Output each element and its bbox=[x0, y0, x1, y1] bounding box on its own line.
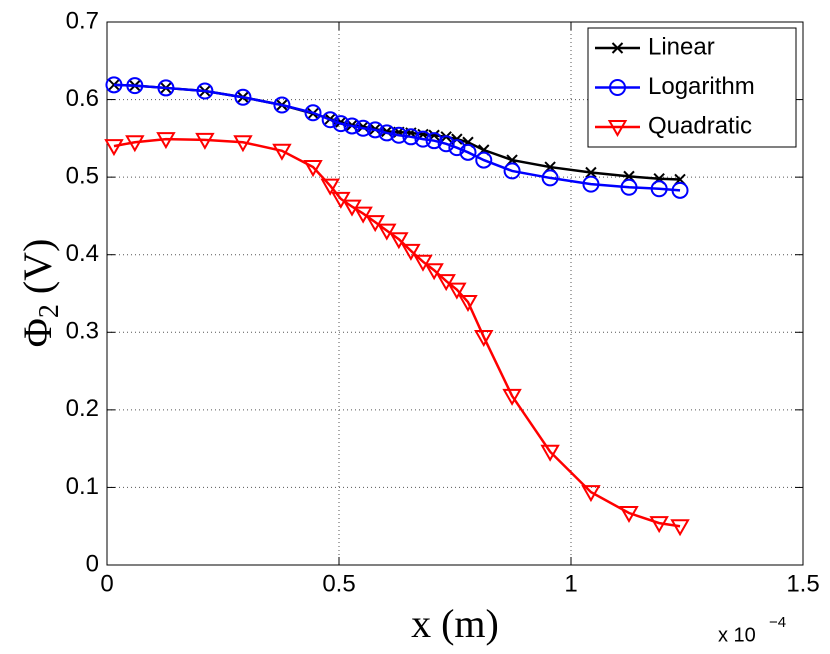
x-tick-label: 0.5 bbox=[322, 570, 355, 597]
marker bbox=[272, 143, 292, 161]
marker bbox=[390, 126, 408, 144]
marker bbox=[620, 178, 638, 196]
marker bbox=[320, 178, 340, 196]
marker bbox=[649, 516, 669, 534]
marker bbox=[459, 143, 477, 161]
marker bbox=[437, 135, 455, 153]
legend-marker bbox=[607, 120, 628, 138]
marker bbox=[303, 160, 323, 178]
y-tick-label: 0.1 bbox=[66, 473, 99, 500]
marker bbox=[353, 206, 373, 224]
y-tick-label: 0 bbox=[86, 550, 99, 577]
legend-marker bbox=[611, 42, 624, 54]
series-line bbox=[113, 83, 681, 192]
marker bbox=[233, 135, 253, 153]
y-label-unit: (V) bbox=[15, 239, 60, 295]
marker bbox=[502, 388, 522, 406]
marker bbox=[650, 180, 668, 198]
legend-label: Quadratic bbox=[648, 112, 752, 139]
y-tick-label: 0.7 bbox=[66, 7, 99, 34]
marker bbox=[126, 77, 144, 95]
x-tick-label: 0 bbox=[100, 570, 113, 597]
y-tick-label: 0.6 bbox=[66, 85, 99, 112]
y-axis-label: Φ2 (V) bbox=[15, 239, 65, 348]
marker bbox=[389, 232, 409, 250]
marker bbox=[619, 506, 639, 524]
marker bbox=[670, 519, 690, 537]
marker bbox=[365, 215, 385, 233]
legend-label: Logarithm bbox=[648, 73, 755, 100]
marker bbox=[378, 124, 396, 142]
marker bbox=[401, 243, 421, 261]
marker bbox=[424, 263, 444, 281]
marker bbox=[366, 121, 384, 139]
y-tick-label: 0.2 bbox=[66, 395, 99, 422]
legend-label: Linear bbox=[648, 33, 715, 60]
marker bbox=[458, 295, 478, 313]
marker bbox=[354, 119, 372, 137]
marker bbox=[196, 82, 214, 100]
marker bbox=[156, 132, 176, 150]
series-line bbox=[113, 137, 681, 528]
marker bbox=[273, 96, 291, 114]
marker bbox=[105, 76, 123, 94]
marker bbox=[540, 444, 560, 462]
marker bbox=[503, 162, 521, 180]
marker bbox=[436, 274, 456, 292]
marker bbox=[402, 128, 420, 146]
marker bbox=[195, 132, 215, 150]
marker bbox=[343, 117, 361, 135]
x-scale-exponent: −4 bbox=[769, 614, 786, 631]
marker bbox=[582, 175, 600, 193]
marker bbox=[377, 223, 397, 241]
marker bbox=[474, 329, 494, 347]
marker bbox=[448, 139, 466, 157]
x-tick-label: 1.5 bbox=[786, 570, 819, 597]
y-tick-label: 0.3 bbox=[66, 318, 99, 345]
plot-frame bbox=[106, 21, 804, 566]
marker bbox=[581, 485, 601, 503]
y-label-subscript: 2 bbox=[34, 304, 65, 318]
marker bbox=[104, 139, 124, 157]
marker bbox=[157, 79, 175, 97]
marker bbox=[671, 181, 689, 199]
marker bbox=[447, 282, 467, 300]
y-tick-label: 0.5 bbox=[66, 162, 99, 189]
marker bbox=[475, 151, 493, 169]
marker bbox=[585, 166, 597, 179]
x-axis-label: x (m) bbox=[411, 601, 499, 646]
marker bbox=[413, 254, 433, 272]
marker bbox=[541, 169, 559, 187]
marker bbox=[234, 88, 252, 106]
x-tick-label: 1 bbox=[564, 570, 577, 597]
x-scale-base: x 10 bbox=[718, 624, 756, 646]
marker bbox=[332, 115, 350, 133]
marker bbox=[304, 104, 322, 122]
legend-marker bbox=[609, 79, 626, 96]
marker bbox=[425, 132, 443, 150]
y-label-symbol: Φ bbox=[15, 318, 60, 347]
marker bbox=[414, 130, 432, 148]
marker bbox=[321, 111, 339, 129]
marker bbox=[125, 135, 145, 153]
y-tick-label: 0.4 bbox=[66, 240, 99, 267]
